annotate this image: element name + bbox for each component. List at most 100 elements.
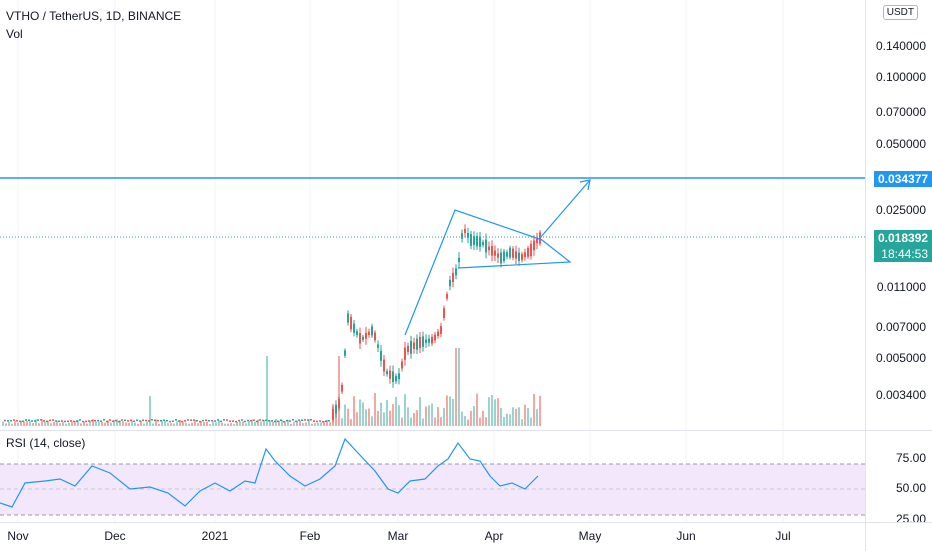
- time-label: May: [578, 529, 602, 543]
- rsi-axis[interactable]: 75.00 50.00 25.00: [865, 431, 932, 526]
- candle-body: [380, 350, 382, 361]
- volume-bar: [341, 418, 343, 426]
- volume-bar: [473, 406, 475, 426]
- volume-legend[interactable]: Vol: [6, 27, 23, 41]
- candle-body: [85, 420, 87, 423]
- volume-bar: [482, 410, 484, 426]
- candle-body: [133, 420, 135, 423]
- volume-bar: [233, 423, 235, 426]
- rsi-pane[interactable]: RSI (14, close) 75.00 50.00 25.00: [0, 430, 932, 526]
- volume-bar: [152, 423, 154, 426]
- candle-body: [247, 419, 249, 422]
- volume-bar: [53, 421, 55, 426]
- candle-body: [338, 398, 340, 409]
- candle-body: [518, 252, 520, 261]
- symbol-legend[interactable]: VTHO / TetherUS, 1D, BINANCE: [6, 9, 182, 23]
- candle-body: [163, 419, 165, 422]
- volume-bar: [155, 419, 157, 426]
- rsi-legend[interactable]: RSI (14, close): [6, 436, 86, 450]
- volume-bar: [131, 420, 133, 426]
- candle-body: [223, 419, 225, 421]
- volume-bar: [404, 394, 406, 426]
- candle-body: [301, 419, 303, 421]
- candle-body: [154, 419, 156, 422]
- time-label: 2021: [201, 529, 229, 543]
- candle-body: [106, 420, 108, 423]
- candle-body: [121, 419, 123, 421]
- price-chart[interactable]: [0, 0, 932, 430]
- candle-body: [142, 419, 144, 421]
- volume-bar: [182, 421, 184, 426]
- price-axis[interactable]: 0.140000 0.100000 0.070000 0.050000 0.02…: [865, 0, 932, 430]
- volume-bar: [329, 422, 331, 426]
- volume-bar: [245, 423, 247, 426]
- time-label: Jul: [775, 529, 791, 543]
- volume-bar: [419, 397, 421, 426]
- candle-body: [422, 336, 424, 347]
- rsi-chart[interactable]: [0, 431, 932, 523]
- volume-bar: [491, 395, 493, 426]
- candle-body: [313, 420, 315, 422]
- volume-bar: [221, 422, 223, 426]
- volume-bar: [29, 421, 31, 426]
- candle-body: [521, 254, 523, 261]
- candle-body: [485, 239, 487, 253]
- volume-bar: [533, 393, 535, 426]
- volume-bar: [407, 407, 409, 426]
- candle-body: [449, 279, 451, 287]
- volume-bar: [527, 407, 529, 426]
- volume-bar: [203, 421, 205, 426]
- candle-body: [401, 361, 403, 369]
- candle-body: [73, 420, 75, 423]
- candle-body: [283, 420, 285, 423]
- candle-body: [61, 420, 63, 422]
- volume-bar: [14, 421, 16, 426]
- candle-body: [512, 248, 514, 258]
- currency-button[interactable]: USDT: [882, 5, 918, 20]
- price-pane[interactable]: VTHO / TetherUS, 1D, BINANCE Vol 0.14000…: [0, 0, 932, 430]
- volume-bar: [356, 412, 358, 426]
- volume-bar: [503, 417, 505, 426]
- volume-bar: [323, 421, 325, 426]
- volume-bar: [401, 417, 403, 426]
- candle-body: [467, 233, 469, 238]
- volume-bar: [170, 423, 172, 426]
- candle-body: [395, 376, 397, 382]
- candle-body: [52, 419, 54, 421]
- candle-body: [404, 347, 406, 360]
- volume-bar: [74, 420, 76, 426]
- volume-bar: [488, 397, 490, 426]
- candle-body: [22, 420, 24, 423]
- volume-bar: [446, 395, 448, 426]
- volume-bar: [80, 423, 82, 426]
- volume-bar: [215, 422, 217, 426]
- candle-body: [250, 419, 252, 422]
- volume-bar: [275, 419, 277, 426]
- volume-bar: [98, 421, 100, 426]
- candle-body: [235, 420, 237, 423]
- rsi-line: [0, 437, 539, 508]
- candle-body: [506, 252, 508, 257]
- volume-bar: [62, 422, 64, 426]
- volume-bar: [89, 420, 91, 426]
- candle-body: [37, 419, 39, 421]
- candle-body: [148, 420, 150, 422]
- candle-body: [43, 420, 45, 422]
- volume-bar: [539, 395, 541, 426]
- volume-bar: [494, 399, 496, 426]
- time-axis[interactable]: Nov Dec 2021 Feb Mar Apr May Jun Jul: [0, 522, 932, 551]
- candle-body: [413, 342, 415, 349]
- candle-body: [344, 350, 346, 356]
- volume-bar: [524, 404, 526, 426]
- volume-bar: [101, 421, 103, 426]
- volume-bar: [437, 407, 439, 426]
- candle-body: [389, 370, 391, 379]
- volume-bar: [20, 420, 22, 426]
- time-label: Apr: [484, 529, 504, 543]
- candle-body: [524, 252, 526, 258]
- price-tick: 0.003400: [875, 388, 926, 402]
- volume-bar: [386, 400, 388, 426]
- candle-body: [4, 419, 6, 422]
- candle-body: [497, 253, 499, 258]
- price-tick: 0.011000: [876, 280, 926, 294]
